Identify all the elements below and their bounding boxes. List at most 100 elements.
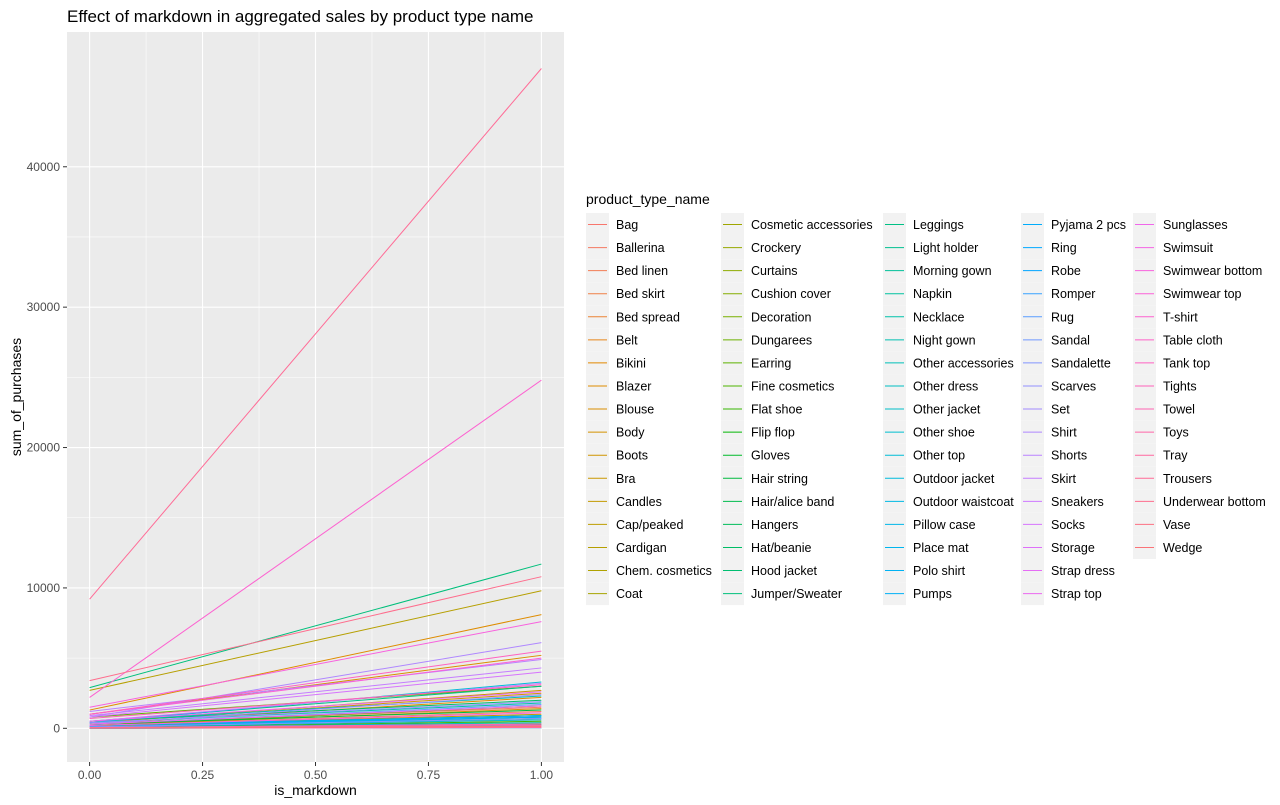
legend-item: Skirt <box>1021 466 1077 490</box>
legend-item: Other jacket <box>883 397 981 421</box>
legend-label: Chem. cosmetics <box>616 564 712 578</box>
legend-item: Bikini <box>586 351 646 375</box>
legend-label: Earring <box>751 356 791 370</box>
legend-label: Night gown <box>913 333 976 347</box>
series-line <box>89 614 542 711</box>
series-line <box>89 699 542 722</box>
legend-label: Leggings <box>913 218 964 232</box>
legend-item: Pumps <box>883 582 952 606</box>
legend-item: Swimwear bottom <box>1133 259 1262 283</box>
legend-label: Other shoe <box>913 426 975 440</box>
series-line <box>89 68 542 600</box>
legend-item: Bed linen <box>586 259 668 283</box>
legend-item: Earring <box>721 351 791 375</box>
legend-label: Vase <box>1163 518 1191 532</box>
legend-label: Swimsuit <box>1163 241 1214 255</box>
legend-item: Crockery <box>721 236 802 260</box>
legend-item: T-shirt <box>1133 305 1198 329</box>
legend-item: Other accessories <box>883 351 1014 375</box>
legend-item: Night gown <box>883 328 976 352</box>
legend-label: Ring <box>1051 241 1077 255</box>
legend-item: Bed skirt <box>586 282 665 306</box>
legend-label: Bra <box>616 472 636 486</box>
x-tick-label: 0.75 <box>417 768 441 782</box>
legend-label: Decoration <box>751 310 811 324</box>
legend-label: Ballerina <box>616 241 665 255</box>
legend-label: Trousers <box>1163 472 1212 486</box>
series-line <box>89 684 542 719</box>
legend-label: Hair/alice band <box>751 495 834 509</box>
legend-item: Body <box>586 420 645 444</box>
legend-item: Tights <box>1133 374 1197 398</box>
legend-label: Tights <box>1163 379 1197 393</box>
legend-item: Hangers <box>721 512 798 536</box>
x-tick-label: 1.00 <box>530 768 554 782</box>
legend-label: Pillow case <box>913 518 976 532</box>
legend-item: Pillow case <box>883 512 976 536</box>
legend-item: Sunglasses <box>1133 213 1228 236</box>
legend: product_type_name Bag Ballerina Bed linen B… <box>586 191 1266 606</box>
legend-label: Napkin <box>913 287 952 301</box>
legend-item: Other shoe <box>883 420 975 444</box>
y-tick-label: 40000 <box>27 160 61 174</box>
legend-label: Other top <box>913 449 965 463</box>
legend-label: Bed skirt <box>616 287 665 301</box>
legend-label: Curtains <box>751 264 798 278</box>
legend-label: Set <box>1051 403 1070 417</box>
legend-item: Fine cosmetics <box>721 374 834 398</box>
legend-item: Strap dress <box>1021 559 1115 583</box>
legend-label: Socks <box>1051 518 1085 532</box>
legend-label: Hat/beanie <box>751 541 812 555</box>
legend-label: Strap dress <box>1051 564 1115 578</box>
series-line <box>89 590 542 691</box>
legend-item: Towel <box>1133 397 1195 421</box>
legend-item: Sneakers <box>1021 489 1104 513</box>
legend-label: Outdoor jacket <box>913 472 995 486</box>
legend-label: Tray <box>1163 449 1188 463</box>
legend-label: Belt <box>616 333 638 347</box>
legend-label: Hangers <box>751 518 798 532</box>
legend-label: Bikini <box>616 356 646 370</box>
legend-label: Light holder <box>913 241 978 255</box>
legend-item: Set <box>1021 397 1070 421</box>
legend-item: Belt <box>586 328 638 352</box>
legend-label: Coat <box>616 587 643 601</box>
legend-label: Other dress <box>913 379 978 393</box>
legend-label: Gloves <box>751 449 790 463</box>
series-line <box>89 691 542 722</box>
legend-label: Towel <box>1163 403 1195 417</box>
y-tick-label: 20000 <box>27 441 61 455</box>
legend-item: Chem. cosmetics <box>586 559 712 583</box>
series-lines <box>89 68 542 729</box>
legend-item: Ballerina <box>586 236 665 260</box>
legend-item: Morning gown <box>883 259 992 283</box>
legend-item: Tray <box>1133 443 1188 467</box>
series-line <box>89 723 542 729</box>
legend-item: Sandal <box>1021 328 1090 352</box>
legend-label: Sunglasses <box>1163 218 1228 232</box>
legend-item: Outdoor jacket <box>883 466 995 490</box>
series-line <box>89 667 542 717</box>
legend-label: Sneakers <box>1051 495 1104 509</box>
legend-label: Crockery <box>751 241 802 255</box>
series-line <box>89 659 542 712</box>
chart-title: Effect of markdown in aggregated sales b… <box>67 7 534 26</box>
legend-item: Table cloth <box>1133 328 1223 352</box>
legend-item: Socks <box>1021 512 1085 536</box>
legend-label: Body <box>616 426 645 440</box>
legend-label: Candles <box>616 495 662 509</box>
legend-item: Necklace <box>883 305 964 329</box>
legend-label: Bed spread <box>616 310 680 324</box>
legend-label: Strap top <box>1051 587 1102 601</box>
series-line <box>89 671 542 718</box>
legend-label: Table cloth <box>1163 333 1223 347</box>
legend-item: Blouse <box>586 397 654 421</box>
legend-item: Ring <box>1021 236 1077 260</box>
legend-item: Polo shirt <box>883 559 966 583</box>
legend-item: Gloves <box>721 443 790 467</box>
legend-label: Cosmetic accessories <box>751 218 873 232</box>
legend-item: Coat <box>586 582 643 606</box>
series-line <box>89 563 542 689</box>
legend-label: Underwear bottom <box>1163 495 1266 509</box>
